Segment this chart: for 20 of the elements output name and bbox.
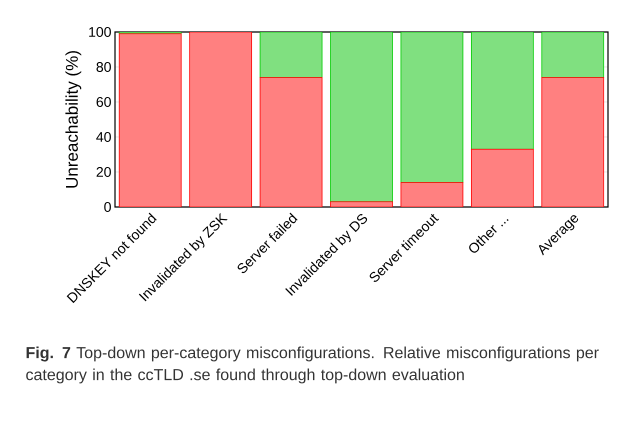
bar xyxy=(260,32,322,78)
y-tick-label: 60 xyxy=(96,97,111,107)
bar xyxy=(260,77,322,207)
bar xyxy=(400,182,464,207)
bar xyxy=(400,32,464,183)
bar xyxy=(330,201,393,207)
text: Fig. 7 Top-down per-category misconfigurations. Relative misconfigurations per category in the ccTLD .se found through top-down evaluation xyxy=(26,346,599,384)
bar xyxy=(541,32,604,78)
y-tick-label: 80 xyxy=(96,62,111,72)
y-tick-label: 100 xyxy=(89,27,111,37)
bar xyxy=(118,33,182,207)
y-axis-title: Unreachability (%) xyxy=(65,51,82,188)
y-tick-label: 0 xyxy=(104,202,111,212)
y-tick-label: 40 xyxy=(96,132,111,142)
bar xyxy=(189,32,252,207)
y-tick-label: 20 xyxy=(96,167,111,177)
bar xyxy=(470,32,534,150)
bar xyxy=(470,148,534,207)
bar xyxy=(330,32,393,202)
bar xyxy=(541,77,604,207)
